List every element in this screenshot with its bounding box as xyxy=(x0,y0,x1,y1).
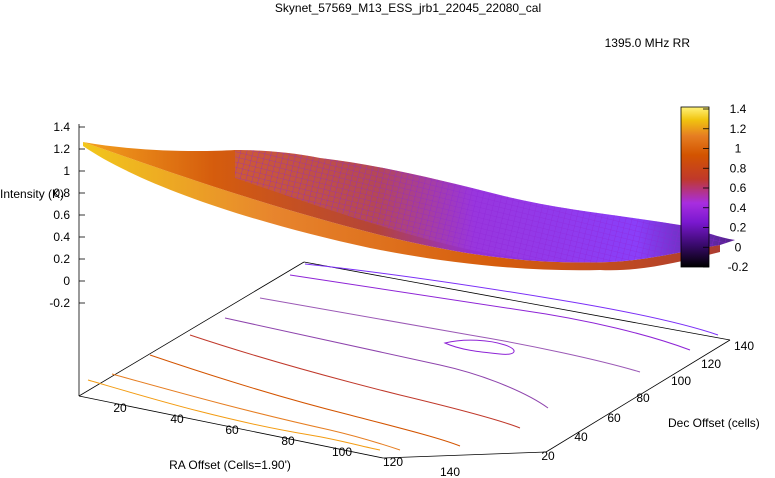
contour-line xyxy=(304,263,719,336)
y-tick-label: 60 xyxy=(607,411,621,425)
x-axis-ticks: 20 40 60 80 100 120 140 xyxy=(113,401,460,478)
base-back-edge xyxy=(303,261,731,341)
z-tick-label: 1 xyxy=(63,164,70,178)
z-axis-label: Intensity (K) xyxy=(0,187,64,201)
contour-line xyxy=(111,373,401,451)
y-axis-ticks: 20 40 60 80 100 120 140 xyxy=(541,339,754,463)
x-tick-label: 40 xyxy=(170,412,184,426)
contour-line xyxy=(189,334,521,429)
chart-title: Skynet_57569_M13_ESS_jrb1_22045_22080_ca… xyxy=(275,1,541,15)
colorbar-tick-label: 0.4 xyxy=(730,201,747,215)
colorbar-tick-label: 0.8 xyxy=(730,161,747,175)
x-tick-label: 20 xyxy=(113,401,127,415)
z-tick-label: 1.2 xyxy=(53,142,70,156)
colorbar-tick-label: 1.4 xyxy=(730,102,747,116)
x-tick-label: 120 xyxy=(383,455,403,469)
base-front-edge xyxy=(382,451,547,459)
z-tick-label: -0.2 xyxy=(49,296,70,310)
z-tick-label: 0.4 xyxy=(53,230,70,244)
base-left-edge xyxy=(78,261,305,397)
y-axis-line xyxy=(545,339,731,453)
contour-line xyxy=(289,274,691,351)
y-axis-label: Dec Offset (cells) xyxy=(668,416,760,430)
y-tick-label: 100 xyxy=(671,374,691,388)
surface-underside xyxy=(83,142,720,271)
colorbar-tick-label: 1.2 xyxy=(730,122,747,136)
contour-lines xyxy=(87,263,719,451)
z-tick-label: 0.6 xyxy=(53,208,70,222)
z-tick-label: 0 xyxy=(63,274,70,288)
y-tick-label: 40 xyxy=(574,430,588,444)
colorbar-ticks: 1.4 1.2 1 0.8 0.6 0.4 0.2 0 -0.2 xyxy=(703,102,749,274)
colorbar-tick-label: -0.2 xyxy=(728,260,749,274)
x-tick-label: 60 xyxy=(225,423,239,437)
z-axis-ticks: 1.4 1.2 1 0.8 0.6 0.4 0.2 0 -0.2 xyxy=(49,120,85,310)
y-tick-label: 80 xyxy=(636,391,650,405)
x-tick-label: 100 xyxy=(332,445,352,459)
colorbar-tick-label: 1 xyxy=(735,142,742,156)
colorbar-tick-label: 0.6 xyxy=(730,181,747,195)
colorbar-tick-label: 0 xyxy=(735,240,742,254)
contour-line xyxy=(443,339,515,355)
contour-line xyxy=(224,317,549,409)
z-tick-label: 0.8 xyxy=(53,186,70,200)
colorbar xyxy=(680,106,710,268)
contour-line xyxy=(259,297,641,373)
y-tick-label: 120 xyxy=(701,357,721,371)
contour-line xyxy=(87,379,381,451)
z-tick-label: 0.2 xyxy=(53,252,70,266)
surface-mesh xyxy=(235,150,735,263)
x-tick-label: 80 xyxy=(281,434,295,448)
colorbar-tick-label: 0.2 xyxy=(730,221,747,235)
z-tick-label: 1.4 xyxy=(53,120,70,134)
y-tick-label: 140 xyxy=(734,339,754,353)
y-tick-label: 20 xyxy=(541,449,555,463)
surface xyxy=(83,142,735,271)
contour-line xyxy=(149,354,461,447)
x-axis-line xyxy=(78,395,384,459)
x-tick-label: 140 xyxy=(440,465,460,478)
x-axis-label: RA Offset (Cells=1.90') xyxy=(169,458,291,472)
legend-label: 1395.0 MHz RR xyxy=(605,36,691,50)
